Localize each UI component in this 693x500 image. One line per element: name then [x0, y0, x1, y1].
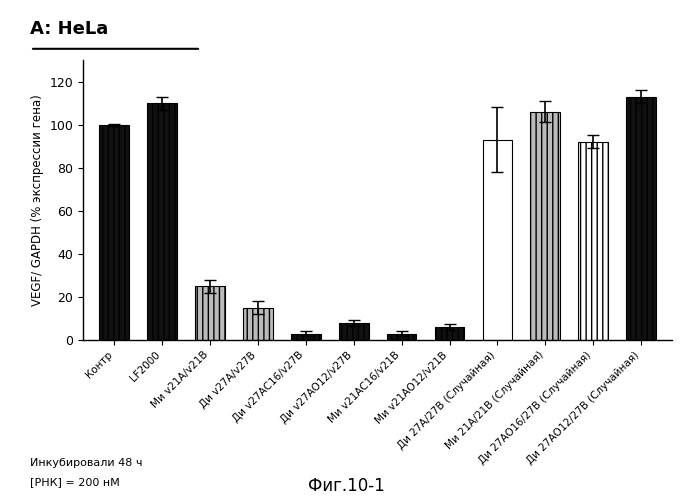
Text: A: HeLa: A: HeLa: [30, 20, 108, 38]
Bar: [148, 103, 177, 340]
Text: [РНК] = 200 нМ: [РНК] = 200 нМ: [30, 477, 120, 487]
Bar: [530, 112, 560, 340]
Bar: [579, 142, 608, 340]
Bar: [339, 323, 369, 340]
Bar: [435, 327, 464, 340]
Bar: [387, 334, 416, 340]
Bar: [195, 286, 225, 340]
Bar: [291, 334, 321, 340]
Bar: [243, 308, 273, 340]
Bar: [99, 124, 129, 340]
Y-axis label: VEGF/ GAPDH (% экспрессии гена): VEGF/ GAPDH (% экспрессии гена): [31, 94, 44, 306]
Text: Инкубировали 48 ч: Инкубировали 48 ч: [30, 458, 143, 468]
Text: Фиг.10-1: Фиг.10-1: [308, 477, 385, 495]
Bar: [482, 140, 512, 340]
Bar: [626, 96, 656, 340]
